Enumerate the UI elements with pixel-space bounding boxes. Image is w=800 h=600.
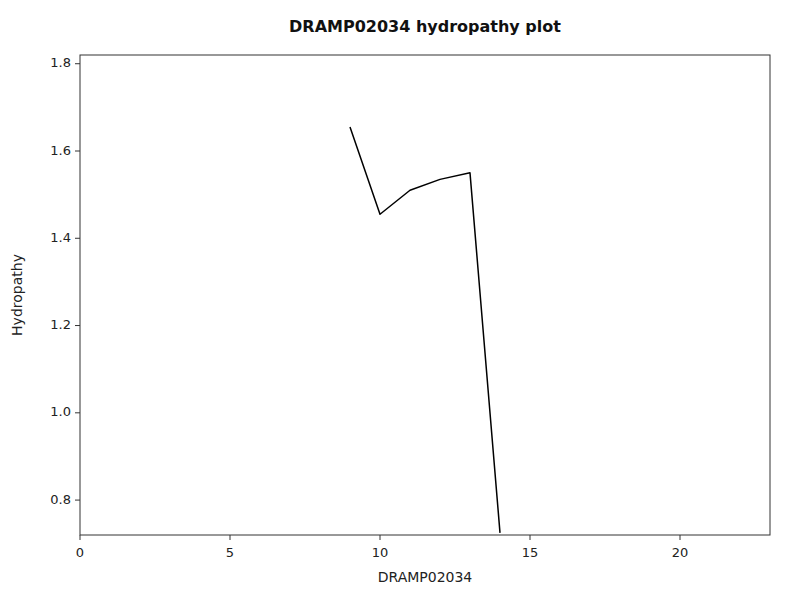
y-tick-label: 1.8 <box>50 55 71 70</box>
y-tick-label: 0.8 <box>50 492 71 507</box>
y-tick <box>75 63 80 64</box>
x-axis: 0 5 10 15 20 <box>76 535 688 560</box>
x-tick <box>530 535 531 540</box>
y-tick-label: 1.0 <box>50 404 71 419</box>
y-tick <box>75 412 80 413</box>
x-tick-label: 15 <box>522 545 539 560</box>
data-line <box>350 127 500 533</box>
y-axis-label: Hydropathy <box>9 254 25 336</box>
y-tick-label: 1.4 <box>50 230 71 245</box>
chart-title: DRAMP02034 hydropathy plot <box>289 17 561 36</box>
y-axis: 0.8 1.0 1.2 1.4 1.6 1.8 <box>50 55 80 506</box>
x-tick <box>680 535 681 540</box>
chart-container: 0 5 10 15 20 0.8 1.0 1.2 1.4 1.6 1.8 DRAMP02034 Hydr… <box>0 0 800 600</box>
x-axis-label: DRAMP02034 <box>378 569 473 585</box>
x-tick <box>380 535 381 540</box>
x-tick-label: 0 <box>76 545 84 560</box>
x-tick <box>230 535 231 540</box>
x-tick-label: 20 <box>672 545 689 560</box>
x-tick-label: 10 <box>372 545 389 560</box>
data-group <box>350 127 500 533</box>
plot-frame <box>80 55 770 535</box>
plot-background <box>80 55 770 535</box>
x-tick-label: 5 <box>226 545 234 560</box>
x-tick <box>80 535 81 540</box>
chart-svg: 0 5 10 15 20 0.8 1.0 1.2 1.4 1.6 1.8 DRAMP02034 Hydr… <box>0 0 800 600</box>
y-tick-label: 1.2 <box>50 317 71 332</box>
y-tick <box>75 151 80 152</box>
y-tick <box>75 238 80 239</box>
y-tick <box>75 500 80 501</box>
y-tick <box>75 325 80 326</box>
y-tick-label: 1.6 <box>50 143 71 158</box>
